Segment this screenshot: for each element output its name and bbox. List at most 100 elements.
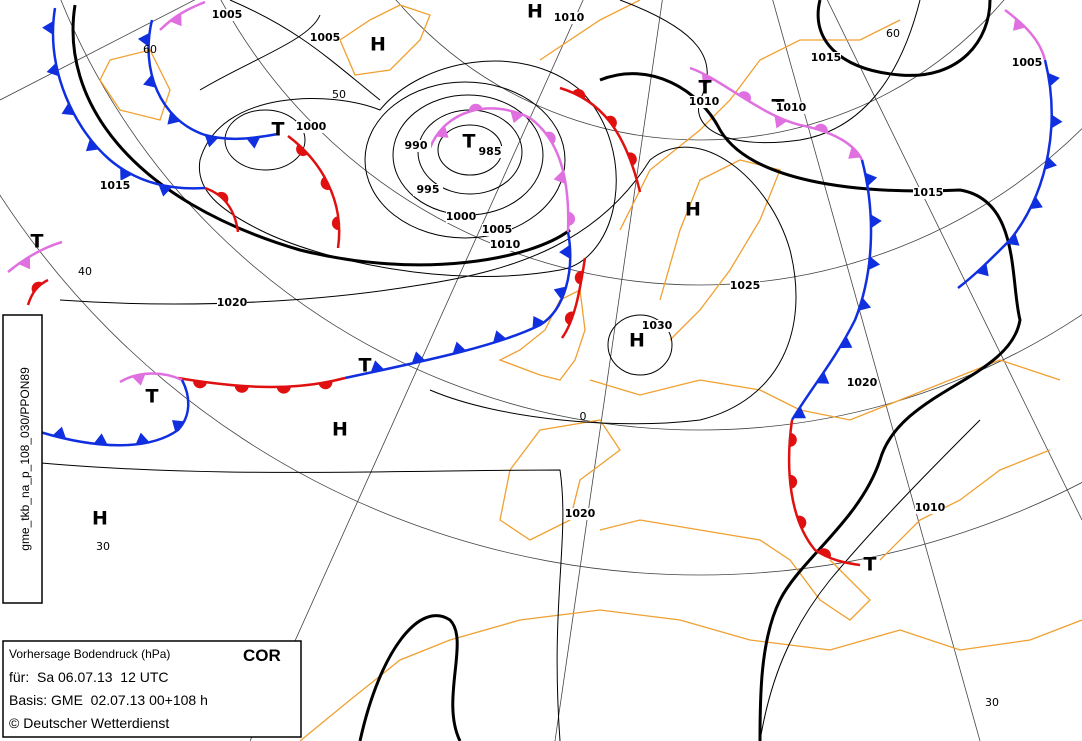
cold-symbol — [171, 420, 185, 432]
cold-symbol — [411, 351, 426, 364]
label-bg — [554, 12, 584, 24]
occ-front — [428, 107, 570, 233]
info-box — [2, 640, 302, 738]
pressure-center: H — [92, 508, 108, 530]
cold-symbol — [493, 330, 507, 343]
pressure-center: T — [463, 131, 476, 153]
occ-front — [119, 372, 183, 384]
graticule-label: 60 — [886, 27, 900, 40]
isobar-label: 1020 — [217, 296, 248, 309]
isobar-label: 1015 — [913, 186, 944, 199]
warm-symbol — [216, 191, 229, 204]
cold-symbol — [61, 102, 75, 116]
cold-symbol — [553, 286, 567, 300]
isobar-label: 1010 — [776, 101, 807, 114]
info-flag: COR — [243, 646, 281, 665]
label-bg — [413, 184, 443, 196]
isobar-label: 1020 — [565, 507, 596, 520]
cold-symbol — [42, 20, 54, 35]
occ-front — [159, 0, 206, 31]
isobars — [9, 0, 981, 741]
label-bg — [296, 121, 326, 133]
pressure-center: T — [359, 355, 372, 377]
occluded-symbol — [814, 123, 828, 133]
warm-symbol — [276, 386, 291, 394]
cold-symbol — [167, 111, 181, 125]
label-bg — [100, 180, 130, 192]
cold-symbol — [864, 172, 878, 187]
isobar-label: 1020 — [847, 376, 878, 389]
warm-symbol — [193, 380, 207, 389]
graticule-label: 30 — [985, 696, 999, 709]
pressure-center: H — [370, 34, 386, 56]
label-bg — [490, 239, 520, 251]
graticule-label: 50 — [332, 88, 346, 101]
occluded-symbol — [848, 146, 861, 159]
isobar-label: 1030 — [642, 319, 673, 332]
cold-front — [790, 159, 873, 421]
label-bg — [475, 146, 505, 158]
warm-symbol — [320, 176, 331, 190]
label-bg — [401, 140, 431, 152]
occ-front — [7, 240, 63, 273]
cold-symbol — [85, 138, 99, 152]
label-bg — [915, 502, 945, 514]
cold-symbol — [1047, 72, 1060, 87]
occluded-symbol — [1013, 18, 1026, 31]
isobar-label: 1005 — [212, 8, 243, 21]
occluded-symbol — [545, 131, 556, 145]
cold-symbol — [976, 263, 989, 277]
cold-symbol — [137, 32, 150, 47]
label-bg — [1012, 57, 1042, 69]
graticule-label: 0 — [580, 410, 587, 423]
cold-symbol — [793, 406, 807, 419]
pressure-center: T — [864, 554, 877, 576]
label-bg — [913, 187, 943, 199]
warm-front — [560, 257, 587, 339]
label-bg — [811, 52, 841, 64]
info-copyright: © Deutscher Wetterdienst — [9, 715, 169, 731]
label-bg — [482, 224, 512, 236]
warm-symbol — [31, 281, 43, 294]
cold-symbol — [46, 62, 60, 77]
label-bg — [642, 320, 672, 332]
warm-symbol — [627, 152, 637, 166]
cold-symbol — [868, 256, 881, 271]
info-valid: für: Sa 06.07.13 12 UTC — [9, 669, 169, 685]
warm-symbol — [572, 88, 586, 99]
occ-front — [1004, 9, 1047, 61]
warm-symbol — [797, 515, 807, 530]
graticule-label: 30 — [96, 540, 110, 553]
label-bg — [689, 96, 719, 108]
coastlines — [99, 0, 1082, 741]
isobar-label: 1005 — [310, 31, 341, 44]
cold-symbol — [1051, 114, 1063, 129]
cold-symbol — [816, 371, 830, 384]
cold-symbol — [246, 136, 261, 149]
isobar-label: 985 — [479, 145, 502, 158]
graticule-label: 60 — [143, 43, 157, 56]
labels: HHTTTTHHTTTHHT10051005101010009909859951… — [31, 1, 1043, 710]
occluded-symbol — [553, 170, 566, 185]
graticule-label: 40 — [78, 265, 92, 278]
cold-symbol — [1044, 156, 1057, 170]
cold-symbol — [93, 433, 108, 445]
occluded-symbol — [131, 373, 146, 386]
fronts — [7, 0, 1063, 567]
cold-symbol — [839, 336, 853, 349]
warm-symbol — [817, 548, 831, 559]
occluded-symbol — [774, 115, 788, 129]
cold-symbol — [870, 214, 882, 229]
occluded-symbol — [701, 73, 715, 86]
cold-front — [344, 231, 572, 380]
warm-symbol — [296, 144, 308, 157]
cold-symbol — [52, 426, 67, 439]
cold-symbol — [559, 244, 571, 259]
info-base: Basis: GME 02.07.13 00+108 h — [9, 692, 208, 708]
isobar-label: 1010 — [689, 95, 720, 108]
isobar-label: 1010 — [554, 11, 585, 24]
isobar-label: 995 — [417, 183, 440, 196]
cold-symbol — [1006, 233, 1020, 246]
pressure-center: T — [699, 77, 712, 99]
